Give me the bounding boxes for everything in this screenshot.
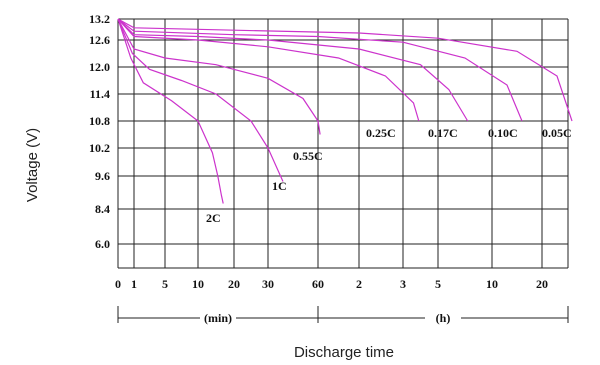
- curve-0_25C: [117, 18, 420, 122]
- curve-0_17C: [117, 18, 469, 122]
- x-tick-label: 20: [536, 277, 548, 291]
- x-tick-label: 30: [262, 277, 274, 291]
- x-unit-brackets: (min) (h): [117, 306, 569, 325]
- y-tick-label: 9.6: [95, 169, 110, 183]
- y-tick-label: 12.0: [89, 60, 110, 74]
- x-tick-label: 3: [400, 277, 406, 291]
- x-tick-label: 5: [435, 277, 441, 291]
- x-unit-label: (h): [436, 311, 451, 325]
- x-axis-title: Discharge time: [294, 344, 394, 361]
- x-tick-label: 10: [192, 277, 204, 291]
- curve-0_10C: [117, 18, 523, 122]
- x-tick-label: 0: [115, 277, 121, 291]
- x-tick-label: 60: [312, 277, 324, 291]
- x-tick-label: 2: [356, 277, 362, 291]
- y-tick-label: 12.6: [89, 33, 110, 47]
- curve-0_05C: [117, 18, 573, 122]
- x-tick-label: 5: [162, 277, 168, 291]
- curve-label: 1C: [272, 179, 287, 193]
- discharge-curves: [117, 18, 573, 204]
- grid: [117, 18, 569, 269]
- x-tick-label: 20: [228, 277, 240, 291]
- curve-labels: 2C 1C 0.55C 0.25C 0.17C 0.10C 0.05C: [206, 126, 572, 225]
- curve-label: 0.17C: [428, 126, 458, 140]
- curve-label: 0.10C: [488, 126, 518, 140]
- y-tick-label: 10.8: [89, 114, 110, 128]
- x-tick-label: 1: [131, 277, 137, 291]
- curve-label: 0.05C: [542, 126, 572, 140]
- y-tick-label: 13.2: [89, 12, 110, 26]
- y-axis-title: Voltage (V): [24, 128, 41, 202]
- curve-0_55C: [117, 18, 321, 135]
- x-unit-label: (min): [204, 311, 232, 325]
- curve-label: 2C: [206, 211, 221, 225]
- y-tick-label: 6.0: [95, 237, 110, 251]
- y-tick-label: 8.4: [95, 202, 110, 216]
- curve-label: 0.55C: [293, 149, 323, 163]
- y-tick-labels: 13.2 12.6 12.0 11.4 10.8 10.2 9.6 8.4 6.0: [89, 12, 110, 251]
- curve-1C: [117, 18, 284, 182]
- x-tick-label: 10: [486, 277, 498, 291]
- x-tick-labels: 0 1 5 10 20 30 60 2 3 5 10 20: [115, 277, 548, 291]
- y-tick-label: 11.4: [90, 87, 110, 101]
- curve-label: 0.25C: [366, 126, 396, 140]
- y-tick-label: 10.2: [89, 141, 110, 155]
- curve-2C: [117, 18, 224, 204]
